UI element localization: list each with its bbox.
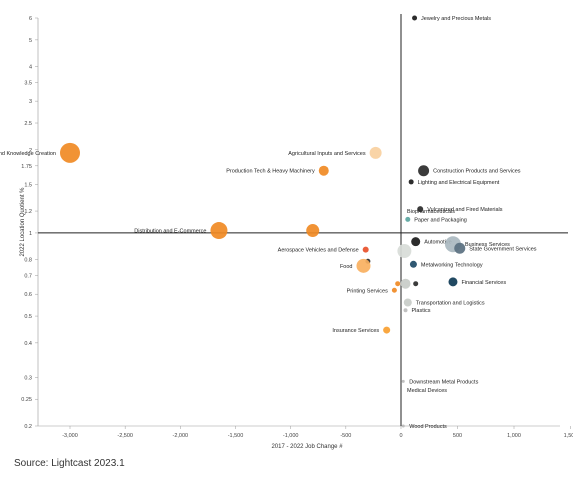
y-tick-label: 1.2 xyxy=(24,209,32,215)
x-tick-label: -3,000 xyxy=(62,433,78,439)
y-tick-label: 4 xyxy=(29,65,32,71)
y-tick-label: 6 xyxy=(29,16,32,22)
data-point xyxy=(397,244,412,259)
y-tick-label: 3.5 xyxy=(24,81,32,87)
x-tick-label: 500 xyxy=(453,433,462,439)
y-tick-label: 0.6 xyxy=(24,292,32,298)
data-point xyxy=(409,260,417,268)
data-point xyxy=(403,308,408,313)
point-label: Automotive xyxy=(424,240,452,246)
data-point xyxy=(356,258,371,273)
data-point xyxy=(318,165,329,176)
y-tick-label: 1.75 xyxy=(21,164,32,170)
data-point xyxy=(391,287,397,293)
data-point xyxy=(412,15,418,21)
data-point xyxy=(210,222,228,240)
point-label: Biopharmaceuticals xyxy=(407,209,455,215)
point-label: Medical Devices xyxy=(407,388,447,394)
x-tick-label: 0 xyxy=(399,433,402,439)
point-label: Education and Knowledge Creation xyxy=(0,151,56,157)
point-label: Business Services xyxy=(465,242,510,248)
point-label: Aerospace Vehicles and Defense xyxy=(278,248,359,254)
data-point xyxy=(417,206,424,213)
x-tick-label: -1,500 xyxy=(228,433,244,439)
data-point xyxy=(60,142,80,163)
data-point xyxy=(362,246,369,253)
y-axis-title: 2022 Location Quotient % xyxy=(20,187,26,257)
point-label: Agricultural Inputs and Services xyxy=(288,151,366,157)
point-label: Food xyxy=(340,264,353,270)
data-point xyxy=(448,277,458,287)
data-point xyxy=(401,379,405,383)
point-label: Paper and Packaging xyxy=(414,217,467,223)
data-point xyxy=(411,237,421,247)
x-tick-label: -500 xyxy=(340,433,351,439)
data-point xyxy=(369,146,382,159)
point-label: Lighting and Electrical Equipment xyxy=(418,180,500,186)
y-tick-label: 2.5 xyxy=(24,121,32,127)
y-tick-label: 0.25 xyxy=(21,397,32,403)
point-label: Financial Services xyxy=(461,280,506,286)
x-tick-label: -2,000 xyxy=(173,433,189,439)
x-tick-label: 1,500 xyxy=(564,433,573,439)
point-label: Metalworking Technology xyxy=(421,262,483,268)
point-label: Vulcanized and Fired Materials xyxy=(427,207,503,213)
point-label: Printing Services xyxy=(347,288,389,294)
point-label: Production Tech & Heavy Machinery xyxy=(226,169,315,175)
data-point xyxy=(306,224,320,238)
y-tick-label: 3 xyxy=(29,99,32,105)
data-point xyxy=(401,424,405,428)
x-tick-label: 1,000 xyxy=(507,433,521,439)
x-axis-title: 2017 - 2022 Job Change # xyxy=(271,444,343,450)
scatter-chart: 6 5 4 3.5 3 2.5 2 1.75 1.5 1.2 1 0.8 0.7 0.6 0.5 0.4 0.3… xyxy=(0,14,573,450)
point-label: Transportation and Logistics xyxy=(416,300,485,306)
point-label: Wood Products xyxy=(409,424,447,430)
y-tick-label: 0.4 xyxy=(24,341,32,347)
data-point xyxy=(383,326,391,334)
point-label: Distribution and E-Commerce xyxy=(134,229,206,235)
y-tick-label: 0.2 xyxy=(24,424,32,430)
x-tick-label: -2,500 xyxy=(117,433,133,439)
data-point xyxy=(418,165,430,177)
chart-canvas: 6 5 4 3.5 3 2.5 2 1.75 1.5 1.2 1 0.8 0.7 0.6 0.5 0.4 0.3… xyxy=(0,14,573,450)
data-point xyxy=(395,281,401,287)
point-label: Insurance Services xyxy=(332,328,379,334)
data-point xyxy=(405,216,411,222)
point-label: Downstream Metal Products xyxy=(409,379,478,385)
y-tick-label: 1.5 xyxy=(24,182,32,188)
y-tick-label: 0.5 xyxy=(24,314,32,320)
data-point xyxy=(400,278,411,289)
y-tick-label: 0.7 xyxy=(24,274,32,280)
data-point xyxy=(454,242,466,254)
y-tick-label: 2 xyxy=(29,148,32,154)
point-label: Jewelry and Precious Metals xyxy=(421,16,491,22)
y-tick-label: 0.3 xyxy=(24,375,32,381)
y-tick-label: 5 xyxy=(29,38,32,44)
point-label: Construction Products and Services xyxy=(433,169,521,175)
x-tick-label: -1,000 xyxy=(283,433,299,439)
data-point xyxy=(413,281,419,287)
y-tick-label: 0.8 xyxy=(24,258,32,264)
point-label: Plastics xyxy=(412,308,431,314)
point-label: State Government Services xyxy=(469,246,537,252)
data-point xyxy=(408,179,414,185)
source-note: Source: Lightcast 2023.1 xyxy=(14,458,125,469)
data-point xyxy=(403,298,412,307)
y-tick-label: 1 xyxy=(29,231,32,237)
